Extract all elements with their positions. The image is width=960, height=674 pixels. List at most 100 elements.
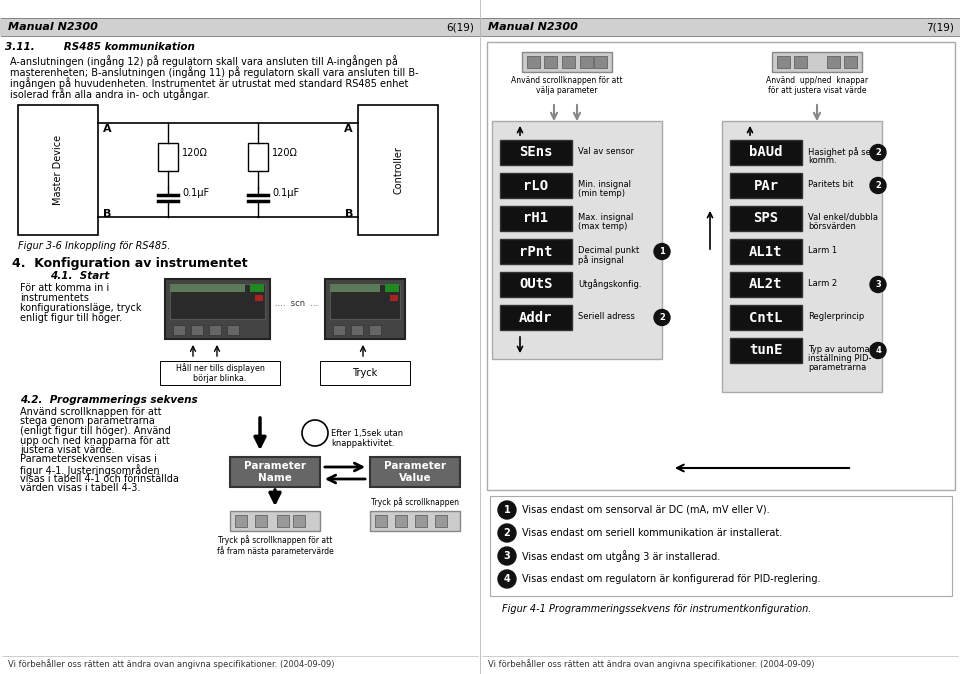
Text: isolerad från alla andra in- och utgångar.: isolerad från alla andra in- och utgånga… <box>10 88 209 100</box>
Text: rPnt: rPnt <box>519 245 553 259</box>
Text: Hasighet på seriell: Hasighet på seriell <box>808 147 887 157</box>
Circle shape <box>654 243 670 259</box>
Text: börsvärden: börsvärden <box>808 222 856 231</box>
Bar <box>777 56 790 68</box>
Bar <box>730 140 802 165</box>
Text: 0.1μF: 0.1μF <box>272 188 300 198</box>
Bar <box>370 511 460 531</box>
Text: Figur 4-1 Programmeringssekvens för instrumentkonfiguration.: Figur 4-1 Programmeringssekvens för inst… <box>502 604 811 614</box>
Bar <box>18 105 98 235</box>
Bar <box>209 325 221 335</box>
Bar <box>730 305 802 330</box>
Text: A: A <box>345 124 353 134</box>
Text: Tryck: Tryck <box>352 368 377 378</box>
Text: 120Ω: 120Ω <box>182 148 208 158</box>
Text: AL1t: AL1t <box>749 245 782 259</box>
Circle shape <box>498 501 516 519</box>
Bar <box>500 140 572 165</box>
Text: 1: 1 <box>504 505 511 515</box>
Bar <box>594 56 607 68</box>
Circle shape <box>870 177 886 193</box>
Text: Manual N2300: Manual N2300 <box>8 22 98 32</box>
Bar <box>330 284 400 319</box>
Text: Utgångskonfig.: Utgångskonfig. <box>578 279 641 289</box>
Bar <box>730 173 802 198</box>
Text: 2: 2 <box>504 528 511 538</box>
Text: figur 4-1. Justeringsområden: figur 4-1. Justeringsområden <box>20 464 159 476</box>
Text: AL2t: AL2t <box>749 278 782 291</box>
Bar <box>500 206 572 231</box>
Circle shape <box>870 276 886 293</box>
Text: Val enkel/dubbla: Val enkel/dubbla <box>808 213 878 222</box>
Bar <box>255 515 267 527</box>
Text: PAr: PAr <box>754 179 779 193</box>
Circle shape <box>498 524 516 542</box>
Bar <box>0 18 480 36</box>
Circle shape <box>498 547 516 565</box>
Bar <box>722 121 882 392</box>
Text: A: A <box>103 124 111 134</box>
Text: För att komma in i: För att komma in i <box>20 283 109 293</box>
Bar <box>250 284 264 292</box>
Text: rH1: rH1 <box>523 212 548 226</box>
Text: (min temp): (min temp) <box>578 189 625 198</box>
Text: (enligt figur till höger). Använd: (enligt figur till höger). Använd <box>20 426 171 436</box>
Bar <box>730 272 802 297</box>
Text: upp och ned knapparna för att: upp och ned knapparna för att <box>20 435 170 446</box>
Text: Visas endast om sensorval är DC (mA, mV eller V).: Visas endast om sensorval är DC (mA, mV … <box>522 505 770 515</box>
Circle shape <box>870 144 886 160</box>
Bar <box>230 511 320 531</box>
Text: 3: 3 <box>504 551 511 561</box>
Text: A-anslutningen (ingång 12) på regulatorn skall vara ansluten till A-ingången på: A-anslutningen (ingång 12) på regulatorn… <box>10 55 397 67</box>
Bar <box>500 272 572 297</box>
Text: 3: 3 <box>876 280 881 289</box>
Bar <box>730 206 802 231</box>
Text: Master Device: Master Device <box>53 135 63 205</box>
Text: masterenheten; B-anslutningen (ingång 11) på regulatorn skall vara ansluten till: masterenheten; B-anslutningen (ingång 11… <box>10 66 419 78</box>
Bar <box>333 325 345 335</box>
Text: Min. insignal: Min. insignal <box>578 180 631 189</box>
Text: Larm 1: Larm 1 <box>808 246 837 255</box>
Text: Addr: Addr <box>519 311 553 324</box>
Bar <box>170 284 265 319</box>
Text: Paritets bit: Paritets bit <box>808 180 853 189</box>
Bar <box>358 105 438 235</box>
Text: CntL: CntL <box>749 311 782 324</box>
Text: Parameter
Name: Parameter Name <box>244 461 306 483</box>
Text: Parameter
Value: Parameter Value <box>384 461 446 483</box>
Text: 1: 1 <box>660 247 665 256</box>
Text: Visas endast om regulatorn är konfigurerad för PID-reglering.: Visas endast om regulatorn är konfigurer… <box>522 574 821 584</box>
Text: 4.  Konfiguration av instrumentet: 4. Konfiguration av instrumentet <box>12 257 248 270</box>
Text: Controller: Controller <box>393 146 403 194</box>
Text: ....  scn  ...: .... scn ... <box>275 299 319 309</box>
Circle shape <box>302 420 328 446</box>
Text: rLO: rLO <box>523 179 548 193</box>
Text: Visas endast om seriell kommunikation är installerat.: Visas endast om seriell kommunikation är… <box>522 528 782 538</box>
Text: visas i tabell 4-1 och förinställda: visas i tabell 4-1 och förinställda <box>20 474 179 483</box>
Text: Tryck på scrollknappen: Tryck på scrollknappen <box>371 497 459 507</box>
Bar <box>173 325 185 335</box>
Bar <box>480 18 960 36</box>
Text: 4.2.  Programmerings sekvens: 4.2. Programmerings sekvens <box>20 395 198 405</box>
Text: Decimal punkt: Decimal punkt <box>578 246 639 255</box>
Text: bAUd: bAUd <box>749 146 782 160</box>
Bar <box>522 52 612 72</box>
Text: Använd scrollknappen för att
välja parameter: Använd scrollknappen för att välja param… <box>511 76 623 96</box>
Bar <box>435 515 447 527</box>
Text: OUtS: OUtS <box>519 278 553 291</box>
Bar <box>794 56 807 68</box>
Text: Håll ner tills displayen
börjar blinka.: Håll ner tills displayen börjar blinka. <box>176 363 264 383</box>
Bar <box>385 284 399 292</box>
Bar <box>227 325 239 335</box>
Text: Efter 1,5sek utan
knappaktivitet.: Efter 1,5sek utan knappaktivitet. <box>331 429 403 448</box>
Bar <box>500 239 572 264</box>
Text: 4: 4 <box>504 574 511 584</box>
Text: parametrarna: parametrarna <box>808 363 866 372</box>
Text: på insignal: på insignal <box>578 255 624 265</box>
Text: instrumentets: instrumentets <box>20 293 89 303</box>
Text: Reglerprincip: Reglerprincip <box>808 312 864 321</box>
Text: Larm 2: Larm 2 <box>808 279 837 288</box>
Circle shape <box>654 309 670 326</box>
Text: Tryck på scrollknappen för att
få fram nästa parametervärde: Tryck på scrollknappen för att få fram n… <box>217 535 333 556</box>
Circle shape <box>498 570 516 588</box>
